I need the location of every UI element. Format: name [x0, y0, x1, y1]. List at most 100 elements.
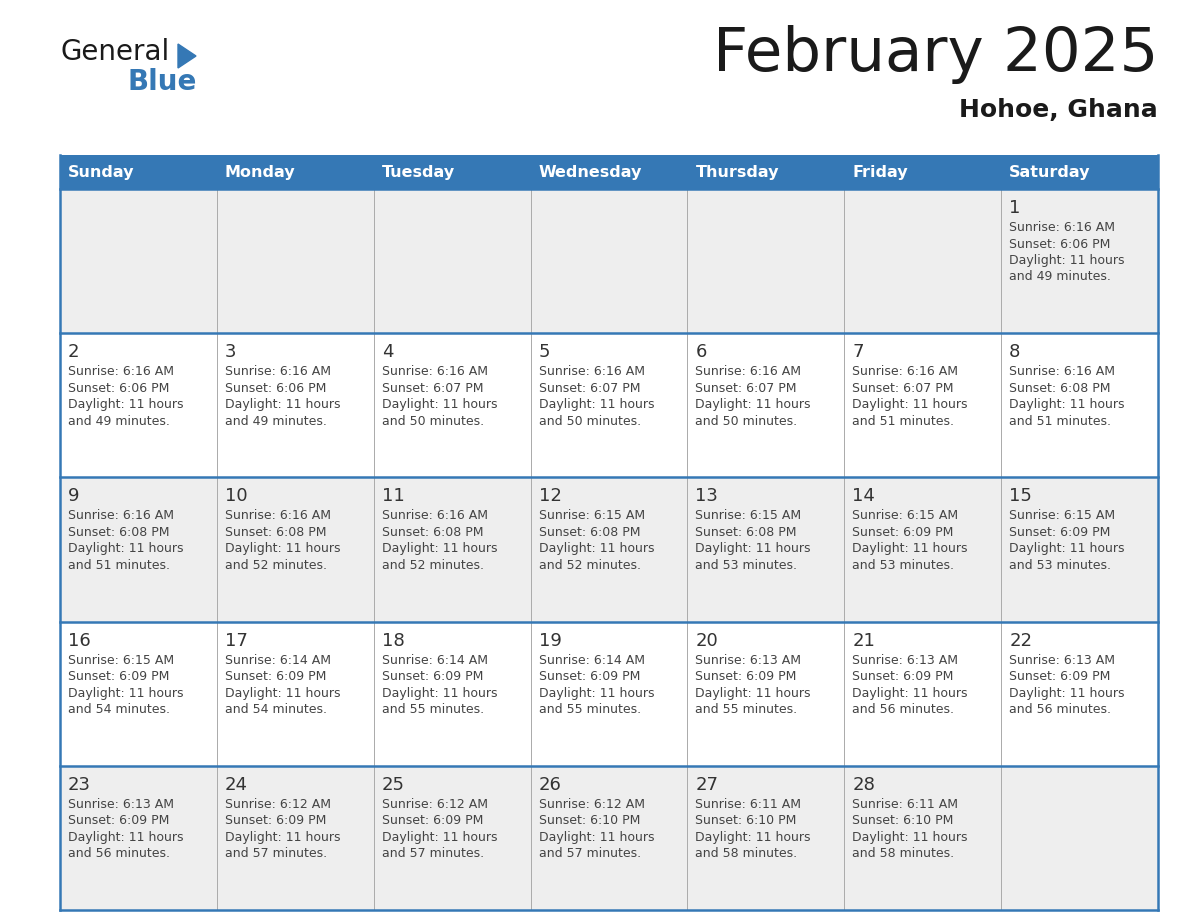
Text: Sunrise: 6:15 AM: Sunrise: 6:15 AM	[695, 509, 802, 522]
Text: and 50 minutes.: and 50 minutes.	[381, 415, 484, 428]
Text: Sunrise: 6:16 AM: Sunrise: 6:16 AM	[852, 365, 959, 378]
Text: Sunset: 6:08 PM: Sunset: 6:08 PM	[381, 526, 484, 539]
Text: Daylight: 11 hours: Daylight: 11 hours	[381, 831, 498, 844]
Text: Sunrise: 6:15 AM: Sunrise: 6:15 AM	[68, 654, 175, 666]
Text: Saturday: Saturday	[1009, 164, 1091, 180]
Text: Daylight: 11 hours: Daylight: 11 hours	[1009, 398, 1125, 411]
Text: Sunset: 6:06 PM: Sunset: 6:06 PM	[225, 382, 327, 395]
Text: Sunset: 6:09 PM: Sunset: 6:09 PM	[1009, 526, 1111, 539]
Text: 18: 18	[381, 632, 404, 650]
Text: 23: 23	[68, 776, 91, 794]
Text: Wednesday: Wednesday	[538, 164, 642, 180]
Text: Daylight: 11 hours: Daylight: 11 hours	[695, 831, 811, 844]
Text: 3: 3	[225, 343, 236, 361]
Text: Sunset: 6:09 PM: Sunset: 6:09 PM	[695, 670, 797, 683]
Text: Daylight: 11 hours: Daylight: 11 hours	[68, 687, 183, 700]
Text: and 55 minutes.: and 55 minutes.	[381, 703, 484, 716]
Bar	[61, 155, 1158, 189]
Text: Sunset: 6:06 PM: Sunset: 6:06 PM	[1009, 238, 1111, 251]
Text: Sunrise: 6:16 AM: Sunrise: 6:16 AM	[68, 509, 173, 522]
Text: Sunset: 6:10 PM: Sunset: 6:10 PM	[538, 814, 640, 827]
Text: Sunrise: 6:14 AM: Sunrise: 6:14 AM	[225, 654, 330, 666]
Text: Sunday: Sunday	[68, 164, 134, 180]
Text: and 51 minutes.: and 51 minutes.	[1009, 415, 1111, 428]
Text: 8: 8	[1009, 343, 1020, 361]
Text: Sunset: 6:08 PM: Sunset: 6:08 PM	[695, 526, 797, 539]
Text: Sunrise: 6:11 AM: Sunrise: 6:11 AM	[852, 798, 959, 811]
Text: and 58 minutes.: and 58 minutes.	[695, 847, 797, 860]
Polygon shape	[178, 44, 196, 68]
Text: Sunrise: 6:16 AM: Sunrise: 6:16 AM	[1009, 221, 1116, 234]
Text: Daylight: 11 hours: Daylight: 11 hours	[68, 831, 183, 844]
Text: 6: 6	[695, 343, 707, 361]
Text: Sunrise: 6:12 AM: Sunrise: 6:12 AM	[381, 798, 488, 811]
Text: and 53 minutes.: and 53 minutes.	[1009, 559, 1111, 572]
Text: and 53 minutes.: and 53 minutes.	[695, 559, 797, 572]
Text: Sunset: 6:09 PM: Sunset: 6:09 PM	[381, 814, 484, 827]
Text: 16: 16	[68, 632, 90, 650]
Text: Sunset: 6:09 PM: Sunset: 6:09 PM	[68, 814, 170, 827]
Text: Sunrise: 6:15 AM: Sunrise: 6:15 AM	[1009, 509, 1116, 522]
Text: Thursday: Thursday	[695, 164, 779, 180]
Text: and 58 minutes.: and 58 minutes.	[852, 847, 954, 860]
Text: and 56 minutes.: and 56 minutes.	[852, 703, 954, 716]
Text: Sunrise: 6:16 AM: Sunrise: 6:16 AM	[1009, 365, 1116, 378]
Text: 15: 15	[1009, 487, 1032, 506]
Text: Sunrise: 6:16 AM: Sunrise: 6:16 AM	[695, 365, 802, 378]
Text: and 51 minutes.: and 51 minutes.	[68, 559, 170, 572]
Text: Sunrise: 6:12 AM: Sunrise: 6:12 AM	[225, 798, 330, 811]
Text: 26: 26	[538, 776, 562, 794]
Text: 4: 4	[381, 343, 393, 361]
Text: Sunset: 6:09 PM: Sunset: 6:09 PM	[68, 670, 170, 683]
Text: Sunset: 6:09 PM: Sunset: 6:09 PM	[225, 670, 327, 683]
Bar	[61, 333, 1158, 477]
Text: Daylight: 11 hours: Daylight: 11 hours	[225, 398, 340, 411]
Text: Sunset: 6:08 PM: Sunset: 6:08 PM	[1009, 382, 1111, 395]
Text: and 54 minutes.: and 54 minutes.	[225, 703, 327, 716]
Text: Sunrise: 6:13 AM: Sunrise: 6:13 AM	[1009, 654, 1116, 666]
Text: Daylight: 11 hours: Daylight: 11 hours	[852, 831, 968, 844]
Text: Sunset: 6:09 PM: Sunset: 6:09 PM	[1009, 670, 1111, 683]
Text: Daylight: 11 hours: Daylight: 11 hours	[1009, 687, 1125, 700]
Text: 9: 9	[68, 487, 80, 506]
Text: Sunset: 6:07 PM: Sunset: 6:07 PM	[852, 382, 954, 395]
Text: and 53 minutes.: and 53 minutes.	[852, 559, 954, 572]
Text: Sunrise: 6:14 AM: Sunrise: 6:14 AM	[381, 654, 488, 666]
Text: 2: 2	[68, 343, 80, 361]
Text: Daylight: 11 hours: Daylight: 11 hours	[381, 543, 498, 555]
Text: Sunset: 6:07 PM: Sunset: 6:07 PM	[381, 382, 484, 395]
Text: 22: 22	[1009, 632, 1032, 650]
Text: 17: 17	[225, 632, 248, 650]
Text: Daylight: 11 hours: Daylight: 11 hours	[1009, 254, 1125, 267]
Text: and 50 minutes.: and 50 minutes.	[695, 415, 797, 428]
Text: 19: 19	[538, 632, 562, 650]
Text: 12: 12	[538, 487, 562, 506]
Text: 10: 10	[225, 487, 247, 506]
Text: Sunrise: 6:15 AM: Sunrise: 6:15 AM	[852, 509, 959, 522]
Bar	[61, 189, 1158, 333]
Text: 11: 11	[381, 487, 404, 506]
Text: 1: 1	[1009, 199, 1020, 217]
Text: Sunset: 6:08 PM: Sunset: 6:08 PM	[225, 526, 327, 539]
Text: Sunrise: 6:16 AM: Sunrise: 6:16 AM	[538, 365, 645, 378]
Text: and 52 minutes.: and 52 minutes.	[538, 559, 640, 572]
Text: and 51 minutes.: and 51 minutes.	[852, 415, 954, 428]
Text: 20: 20	[695, 632, 719, 650]
Text: Sunrise: 6:16 AM: Sunrise: 6:16 AM	[381, 509, 488, 522]
Text: Daylight: 11 hours: Daylight: 11 hours	[225, 687, 340, 700]
Text: Daylight: 11 hours: Daylight: 11 hours	[68, 543, 183, 555]
Bar	[61, 766, 1158, 910]
Text: and 49 minutes.: and 49 minutes.	[68, 415, 170, 428]
Text: Daylight: 11 hours: Daylight: 11 hours	[68, 398, 183, 411]
Text: and 56 minutes.: and 56 minutes.	[1009, 703, 1111, 716]
Text: Sunset: 6:10 PM: Sunset: 6:10 PM	[695, 814, 797, 827]
Text: Sunset: 6:09 PM: Sunset: 6:09 PM	[381, 670, 484, 683]
Text: Daylight: 11 hours: Daylight: 11 hours	[538, 398, 655, 411]
Text: Monday: Monday	[225, 164, 296, 180]
Text: Daylight: 11 hours: Daylight: 11 hours	[381, 687, 498, 700]
Text: and 49 minutes.: and 49 minutes.	[225, 415, 327, 428]
Text: Hohoe, Ghana: Hohoe, Ghana	[959, 98, 1158, 122]
Text: General: General	[61, 38, 169, 66]
Text: Sunrise: 6:13 AM: Sunrise: 6:13 AM	[695, 654, 802, 666]
Text: and 52 minutes.: and 52 minutes.	[225, 559, 327, 572]
